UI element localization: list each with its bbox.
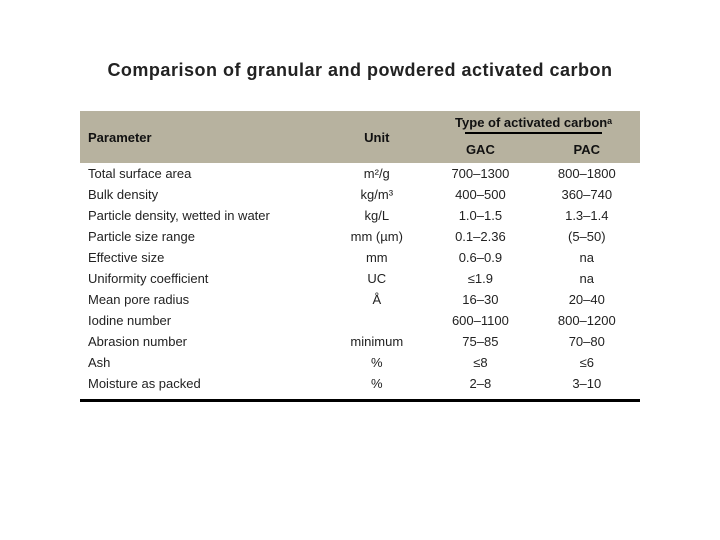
table-row: Moisture as packed%2–83–10 xyxy=(80,373,640,399)
cell-gac: 400–500 xyxy=(427,184,533,205)
table-row: Uniformity coefficientUC≤1.9na xyxy=(80,268,640,289)
cell-unit: % xyxy=(326,373,427,399)
cell-pac: 360–740 xyxy=(534,184,640,205)
cell-pac: 1.3–1.4 xyxy=(534,205,640,226)
col-group-label: Type of activated carbonᵃ xyxy=(435,115,632,130)
cell-parameter: Total surface area xyxy=(80,163,326,184)
cell-pac: 70–80 xyxy=(534,331,640,352)
cell-parameter: Uniformity coefficient xyxy=(80,268,326,289)
cell-pac: ≤6 xyxy=(534,352,640,373)
table-row: Total surface aream²/g700–1300800–1800 xyxy=(80,163,640,184)
cell-unit: m²/g xyxy=(326,163,427,184)
cell-pac: 3–10 xyxy=(534,373,640,399)
cell-gac: 75–85 xyxy=(427,331,533,352)
cell-pac: 800–1200 xyxy=(534,310,640,331)
cell-unit: Å xyxy=(326,289,427,310)
cell-unit: mm (µm) xyxy=(326,226,427,247)
title-bold: activated xyxy=(461,60,544,80)
cell-pac: 20–40 xyxy=(534,289,640,310)
cell-parameter: Effective size xyxy=(80,247,326,268)
cell-parameter: Particle size range xyxy=(80,226,326,247)
cell-parameter: Ash xyxy=(80,352,326,373)
cell-pac: na xyxy=(534,268,640,289)
title-suffix: carbon xyxy=(544,60,613,80)
title-prefix: Comparison of granular and powdered xyxy=(107,60,461,80)
table-body: Total surface aream²/g700–1300800–1800Bu… xyxy=(80,163,640,399)
cell-unit: kg/m³ xyxy=(326,184,427,205)
table-row: Ash%≤8≤6 xyxy=(80,352,640,373)
cell-gac: 600–1100 xyxy=(427,310,533,331)
cell-parameter: Particle density, wetted in water xyxy=(80,205,326,226)
cell-unit: minimum xyxy=(326,331,427,352)
cell-gac: 2–8 xyxy=(427,373,533,399)
cell-unit: mm xyxy=(326,247,427,268)
table-row: Effective sizemm0.6–0.9na xyxy=(80,247,640,268)
table-row: Particle density, wetted in waterkg/L1.0… xyxy=(80,205,640,226)
cell-unit: UC xyxy=(326,268,427,289)
cell-pac: (5–50) xyxy=(534,226,640,247)
cell-gac: ≤1.9 xyxy=(427,268,533,289)
cell-gac: ≤8 xyxy=(427,352,533,373)
col-gac: GAC xyxy=(427,136,533,163)
cell-gac: 0.6–0.9 xyxy=(427,247,533,268)
cell-gac: 16–30 xyxy=(427,289,533,310)
cell-pac: 800–1800 xyxy=(534,163,640,184)
cell-pac: na xyxy=(534,247,640,268)
group-rule xyxy=(465,132,602,134)
cell-parameter: Mean pore radius xyxy=(80,289,326,310)
page: Comparison of granular and powdered acti… xyxy=(0,0,720,402)
cell-unit xyxy=(326,310,427,331)
col-pac: PAC xyxy=(534,136,640,163)
cell-parameter: Abrasion number xyxy=(80,331,326,352)
page-title: Comparison of granular and powdered acti… xyxy=(80,60,640,81)
table-row: Iodine number 600–1100800–1200 xyxy=(80,310,640,331)
bottom-rule xyxy=(80,399,640,402)
cell-unit: kg/L xyxy=(326,205,427,226)
cell-parameter: Iodine number xyxy=(80,310,326,331)
col-parameter: Parameter xyxy=(80,111,326,163)
col-group: Type of activated carbonᵃ xyxy=(427,111,640,136)
comparison-table: Parameter Unit Type of activated carbonᵃ… xyxy=(80,111,640,399)
cell-parameter: Moisture as packed xyxy=(80,373,326,399)
col-unit: Unit xyxy=(326,111,427,163)
cell-unit: % xyxy=(326,352,427,373)
table-row: Mean pore radiusÅ16–3020–40 xyxy=(80,289,640,310)
cell-gac: 0.1–2.36 xyxy=(427,226,533,247)
table-row: Abrasion numberminimum75–8570–80 xyxy=(80,331,640,352)
cell-gac: 700–1300 xyxy=(427,163,533,184)
table-row: Particle size rangemm (µm)0.1–2.36(5–50) xyxy=(80,226,640,247)
cell-parameter: Bulk density xyxy=(80,184,326,205)
table-row: Bulk densitykg/m³400–500360–740 xyxy=(80,184,640,205)
cell-gac: 1.0–1.5 xyxy=(427,205,533,226)
